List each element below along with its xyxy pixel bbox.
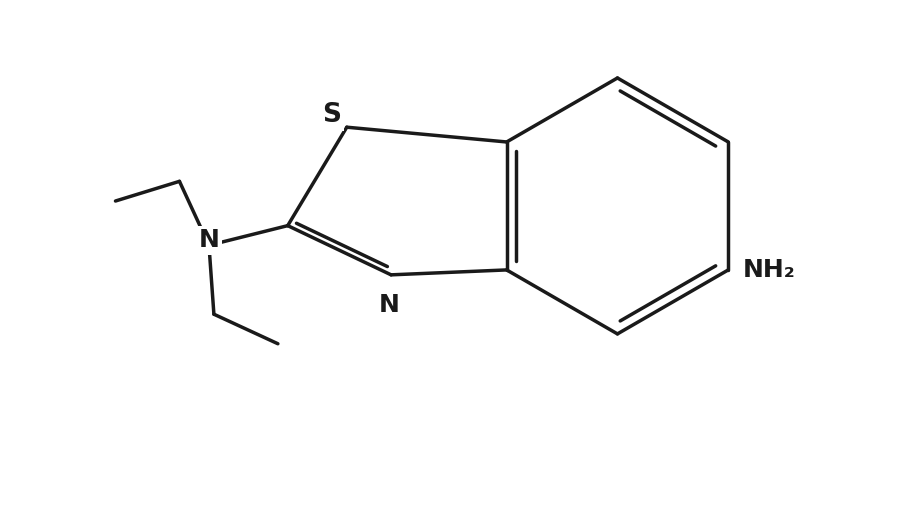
Text: N: N [378,293,399,316]
Text: NH₂: NH₂ [743,258,796,282]
Text: S: S [322,102,342,128]
Text: N: N [199,228,220,252]
